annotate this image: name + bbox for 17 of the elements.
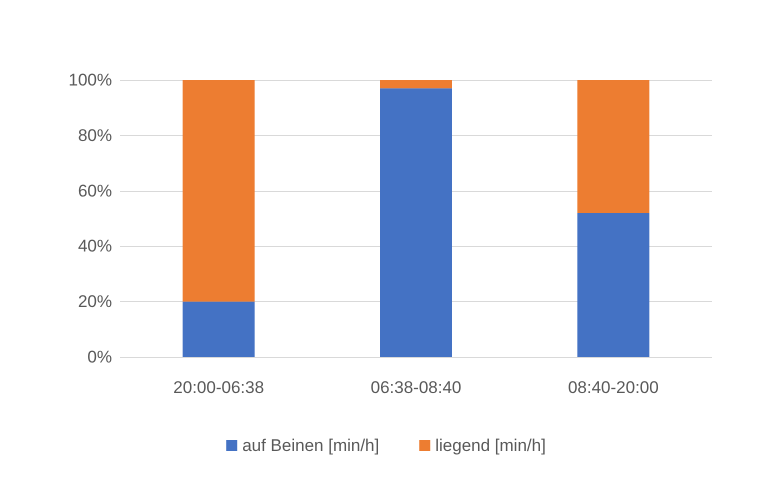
y-tick-label: 20%: [78, 292, 112, 312]
bar: [380, 80, 452, 88]
y-tick-label: 60%: [78, 181, 112, 200]
y-tick-label: 100%: [68, 70, 112, 90]
y-tick-label: 80%: [78, 126, 112, 145]
x-tick-label: 20:00-06:38: [173, 378, 264, 397]
bar: [182, 80, 255, 302]
y-tick-label: 40%: [78, 236, 112, 256]
x-tick-label: 08:40-20:00: [568, 378, 659, 397]
bar: [380, 88, 452, 357]
bar: [182, 302, 255, 357]
legend-label: auf Beinen [min/h]: [242, 436, 380, 455]
legend-label: liegend [min/h]: [435, 436, 546, 455]
x-tick-label: 06:38-08:40: [370, 378, 462, 397]
y-tick-label: 0%: [87, 348, 112, 366]
bar: [577, 80, 650, 213]
bar: [577, 212, 650, 357]
